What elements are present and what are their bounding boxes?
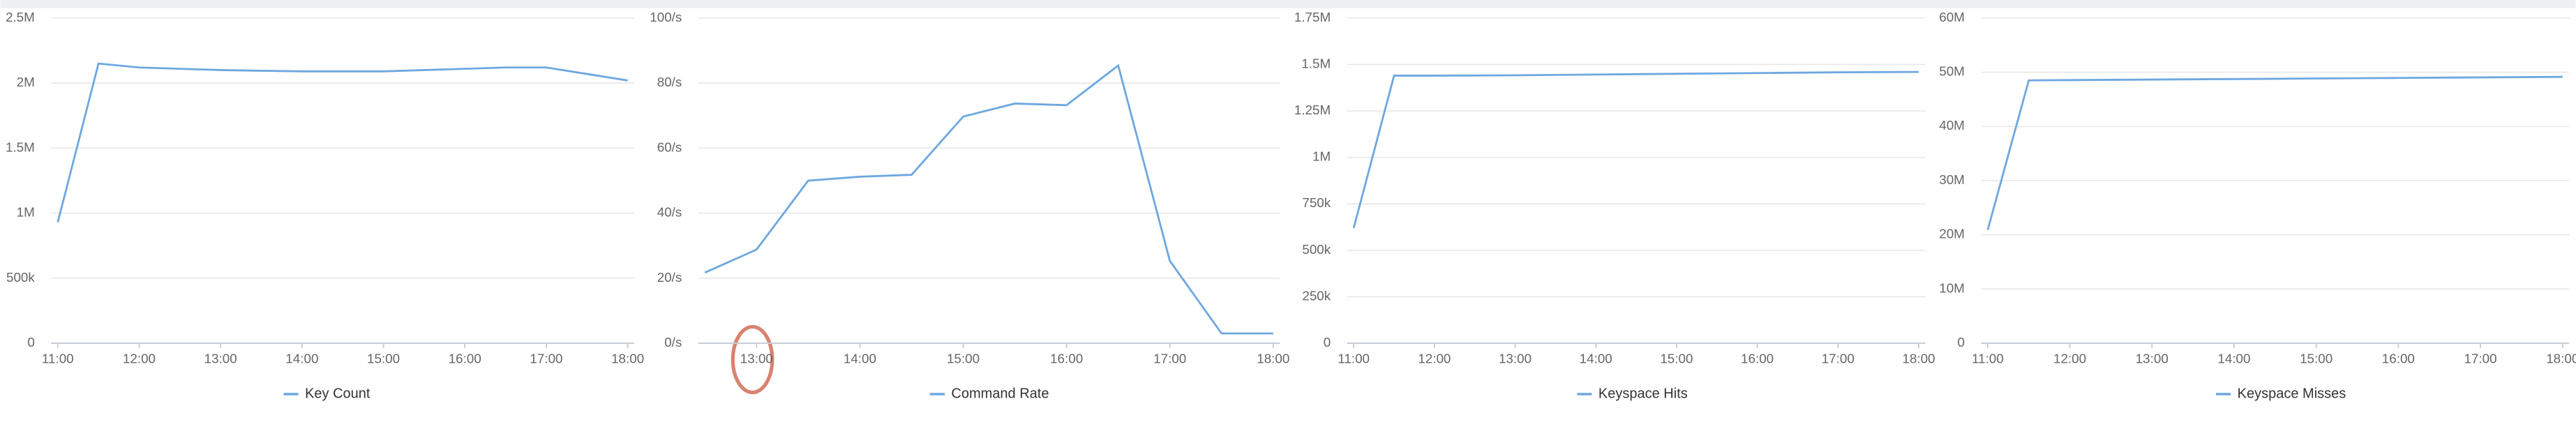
x-tick-label: 11:00 [1972, 352, 2004, 366]
y-tick-label: 20M [1939, 227, 1965, 241]
y-tick-label: 30M [1939, 172, 1965, 187]
y-tick-label: 500k [1302, 242, 1331, 257]
x-tick-label: 14:00 [2217, 352, 2250, 366]
x-tick-label: 12:00 [123, 352, 156, 366]
y-tick-label: 10M [1939, 280, 1965, 295]
y-tick-label: 0/s [664, 335, 682, 349]
y-tick-label: 500k [6, 270, 35, 285]
x-tick-label: 16:00 [449, 352, 481, 366]
data-line [57, 62, 628, 223]
x-tick-label: 18:00 [2546, 352, 2576, 366]
y-tick-label: 40/s [657, 205, 682, 220]
y-tick-label: 20/s [657, 270, 682, 285]
x-tick-label: 14:00 [285, 352, 318, 366]
y-tick-label: 80/s [657, 75, 682, 89]
y-tick-label: 0 [1957, 335, 1964, 349]
y-tick-label: 1.75M [1294, 10, 1331, 24]
x-tick-label: 18:00 [1257, 352, 1289, 366]
y-tick-label: 60M [1939, 10, 1965, 24]
y-tick-label: 40M [1939, 118, 1965, 133]
legend-label: Keyspace Hits [1598, 386, 1688, 401]
data-line [1986, 75, 2563, 231]
x-tick-label: 11:00 [42, 352, 74, 366]
x-tick-label: 18:00 [611, 352, 644, 366]
x-tick-label: 13:00 [740, 352, 773, 366]
y-tick-label: 60/s [657, 140, 682, 154]
y-tick-label: 0 [27, 335, 34, 349]
x-tick-label: 17:00 [2464, 352, 2497, 366]
x-tick-label: 17:00 [530, 352, 562, 366]
x-tick-label: 13:00 [2136, 352, 2169, 366]
data-line [1352, 70, 1919, 229]
y-tick-label: 1.25M [1294, 103, 1331, 117]
x-tick-label: 14:00 [844, 352, 876, 366]
x-tick-label: 12:00 [2053, 352, 2086, 366]
x-tick-label: 16:00 [2382, 352, 2415, 366]
x-tick-label: 12:00 [1418, 352, 1451, 366]
x-tick-label: 17:00 [1153, 352, 1186, 366]
data-line [704, 63, 1273, 335]
x-tick-label: 16:00 [1050, 352, 1083, 366]
x-tick-label: 13:00 [204, 352, 237, 366]
x-tick-label: 17:00 [1822, 352, 1855, 366]
y-tick-label: 1.5M [1301, 56, 1331, 70]
y-tick-label: 0 [1324, 335, 1331, 349]
x-tick-label: 15:00 [1660, 352, 1693, 366]
x-tick-label: 18:00 [1902, 352, 1935, 366]
legend-label: Command Rate [951, 386, 1049, 401]
highlight-circle [731, 324, 774, 395]
y-tick-label: 2.5M [6, 10, 35, 24]
legend-label: Keyspace Misses [2238, 386, 2346, 401]
y-tick-label: 2M [17, 75, 35, 89]
x-tick-label: 11:00 [1338, 352, 1370, 366]
y-tick-label: 1M [17, 205, 35, 220]
top-bar [0, 0, 2576, 8]
y-tick-label: 750k [1302, 195, 1331, 210]
y-tick-label: 1M [1312, 149, 1331, 164]
x-tick-label: 15:00 [2300, 352, 2332, 366]
legend-label: Key Count [305, 386, 370, 401]
x-tick-label: 15:00 [367, 352, 400, 366]
y-tick-label: 100/s [650, 10, 682, 24]
x-tick-label: 15:00 [947, 352, 980, 366]
y-tick-label: 1.5M [6, 140, 35, 154]
x-tick-label: 13:00 [1499, 352, 1532, 366]
x-tick-label: 14:00 [1580, 352, 1612, 366]
x-tick-label: 16:00 [1741, 352, 1774, 366]
y-tick-label: 250k [1302, 288, 1331, 303]
y-tick-label: 50M [1939, 64, 1965, 79]
